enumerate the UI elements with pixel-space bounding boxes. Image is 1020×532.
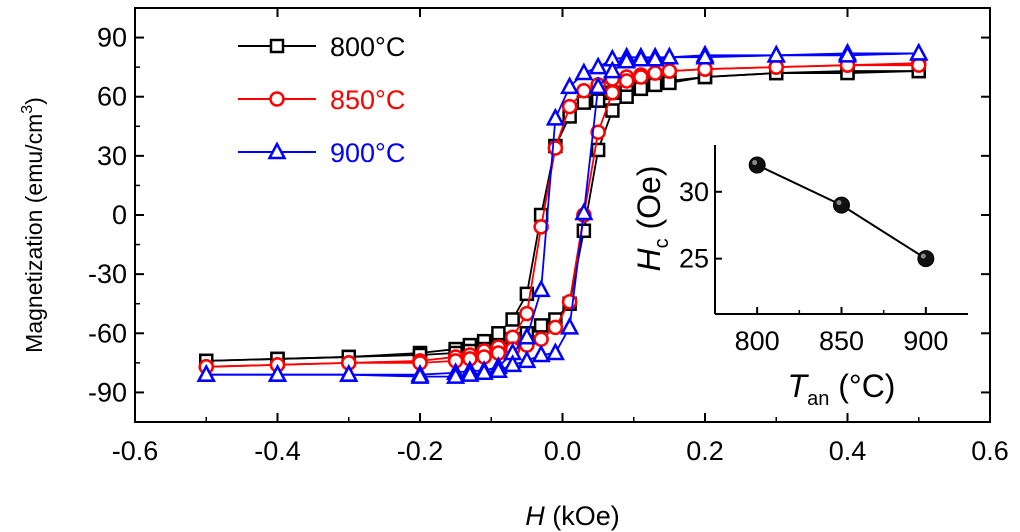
data-point <box>588 76 608 95</box>
main-plot-area: -0.6 -0.4 -0.2 0.0 0.2 0.4 0.6 90 60 30 0 -30 -60 -90… <box>19 7 1009 531</box>
inset-data-point-highlight <box>752 160 758 166</box>
data-point <box>531 344 551 363</box>
data-point <box>768 59 784 75</box>
x-tick-label: 0.4 <box>829 436 867 466</box>
inset-plot: 800 850 900 30 25 Tan (°C) Hc (Oe) <box>631 145 968 410</box>
inset-x-tick-label: 900 <box>903 326 948 356</box>
y-tick-label: 60 <box>97 82 127 112</box>
data-point <box>604 85 621 101</box>
legend-label: 800°C <box>330 32 405 62</box>
data-point <box>547 140 564 156</box>
data-point <box>505 312 520 327</box>
x-tick-label: -0.2 <box>397 436 444 466</box>
legend-marker <box>267 141 287 160</box>
x-tick-label: -0.4 <box>254 436 301 466</box>
data-point <box>267 364 288 382</box>
inset-data-point-highlight <box>920 253 926 259</box>
data-point <box>697 61 713 77</box>
data-point <box>560 316 580 335</box>
data-point <box>647 65 663 81</box>
data-point <box>491 326 506 341</box>
y-tick-label: 90 <box>97 23 127 53</box>
series-square <box>199 63 926 369</box>
inset-data-point <box>748 156 766 174</box>
data-point <box>474 362 494 380</box>
x-tick-label: 0.0 <box>544 436 582 466</box>
data-point <box>545 342 565 361</box>
data-point <box>909 42 929 61</box>
inset-y-tick-label: 25 <box>679 244 709 274</box>
data-point <box>196 364 216 382</box>
data-point <box>590 124 606 140</box>
data-point <box>547 319 564 336</box>
data-point <box>837 44 858 63</box>
inset-x-axis-label: Tan (°C) <box>788 368 896 410</box>
inset-data-point-highlight <box>836 200 842 206</box>
data-point <box>659 46 679 65</box>
series-circle <box>198 55 927 375</box>
inset-x-tick-label: 850 <box>819 326 864 356</box>
data-point <box>911 57 927 73</box>
data-point <box>617 50 637 69</box>
y-tick-label: -90 <box>88 377 127 407</box>
inset-x-tick-label: 800 <box>735 326 780 356</box>
y-tick-label: -60 <box>88 318 127 348</box>
data-point <box>645 48 665 67</box>
data-point <box>574 202 594 221</box>
data-point <box>633 69 649 85</box>
x-tick-label: 0.6 <box>971 436 1009 466</box>
data-point <box>588 56 608 75</box>
data-point <box>590 93 606 108</box>
data-point <box>631 48 651 67</box>
inset-y-tick-label: 30 <box>679 177 709 207</box>
data-point <box>618 73 635 89</box>
x-tick-label: -0.6 <box>112 436 159 466</box>
data-point <box>446 366 466 384</box>
data-point <box>576 83 592 99</box>
inset-data-point <box>917 250 935 268</box>
inset-y-axis-label: Hc (Oe) <box>631 166 673 272</box>
inset-data-point <box>833 196 850 214</box>
data-point <box>766 44 786 63</box>
data-point <box>602 60 622 79</box>
data-point <box>517 350 537 369</box>
data-point <box>574 62 594 81</box>
y-axis-label: Magnetization (emu/cm3) <box>19 97 47 353</box>
y-tick-label: -30 <box>88 259 127 289</box>
data-point <box>619 89 634 104</box>
legend-marker <box>269 38 285 54</box>
legend-label: 900°C <box>330 138 405 168</box>
legend-label: 850°C <box>330 85 405 115</box>
x-tick-label: 0.2 <box>686 436 724 466</box>
data-point <box>503 354 523 373</box>
data-point <box>561 98 578 115</box>
data-point <box>661 63 678 79</box>
data-point <box>410 366 430 384</box>
data-point <box>695 46 715 65</box>
data-point <box>533 219 549 235</box>
data-point <box>576 223 592 239</box>
data-point <box>531 279 551 298</box>
data-point <box>519 305 535 322</box>
legend-marker <box>269 91 285 107</box>
y-tick-label: 0 <box>112 200 127 230</box>
legend: 800°C 850°C 900°C <box>238 32 405 168</box>
series-triangle <box>196 42 929 384</box>
data-point <box>517 326 537 345</box>
data-point <box>545 107 565 126</box>
data-point <box>533 318 549 333</box>
data-point <box>533 331 549 347</box>
y-tick-label: 30 <box>97 141 127 171</box>
data-point <box>339 364 359 382</box>
data-point <box>460 364 480 382</box>
data-point <box>560 76 580 95</box>
data-point <box>488 360 508 378</box>
x-axis-label: H (kOe) <box>525 501 620 531</box>
